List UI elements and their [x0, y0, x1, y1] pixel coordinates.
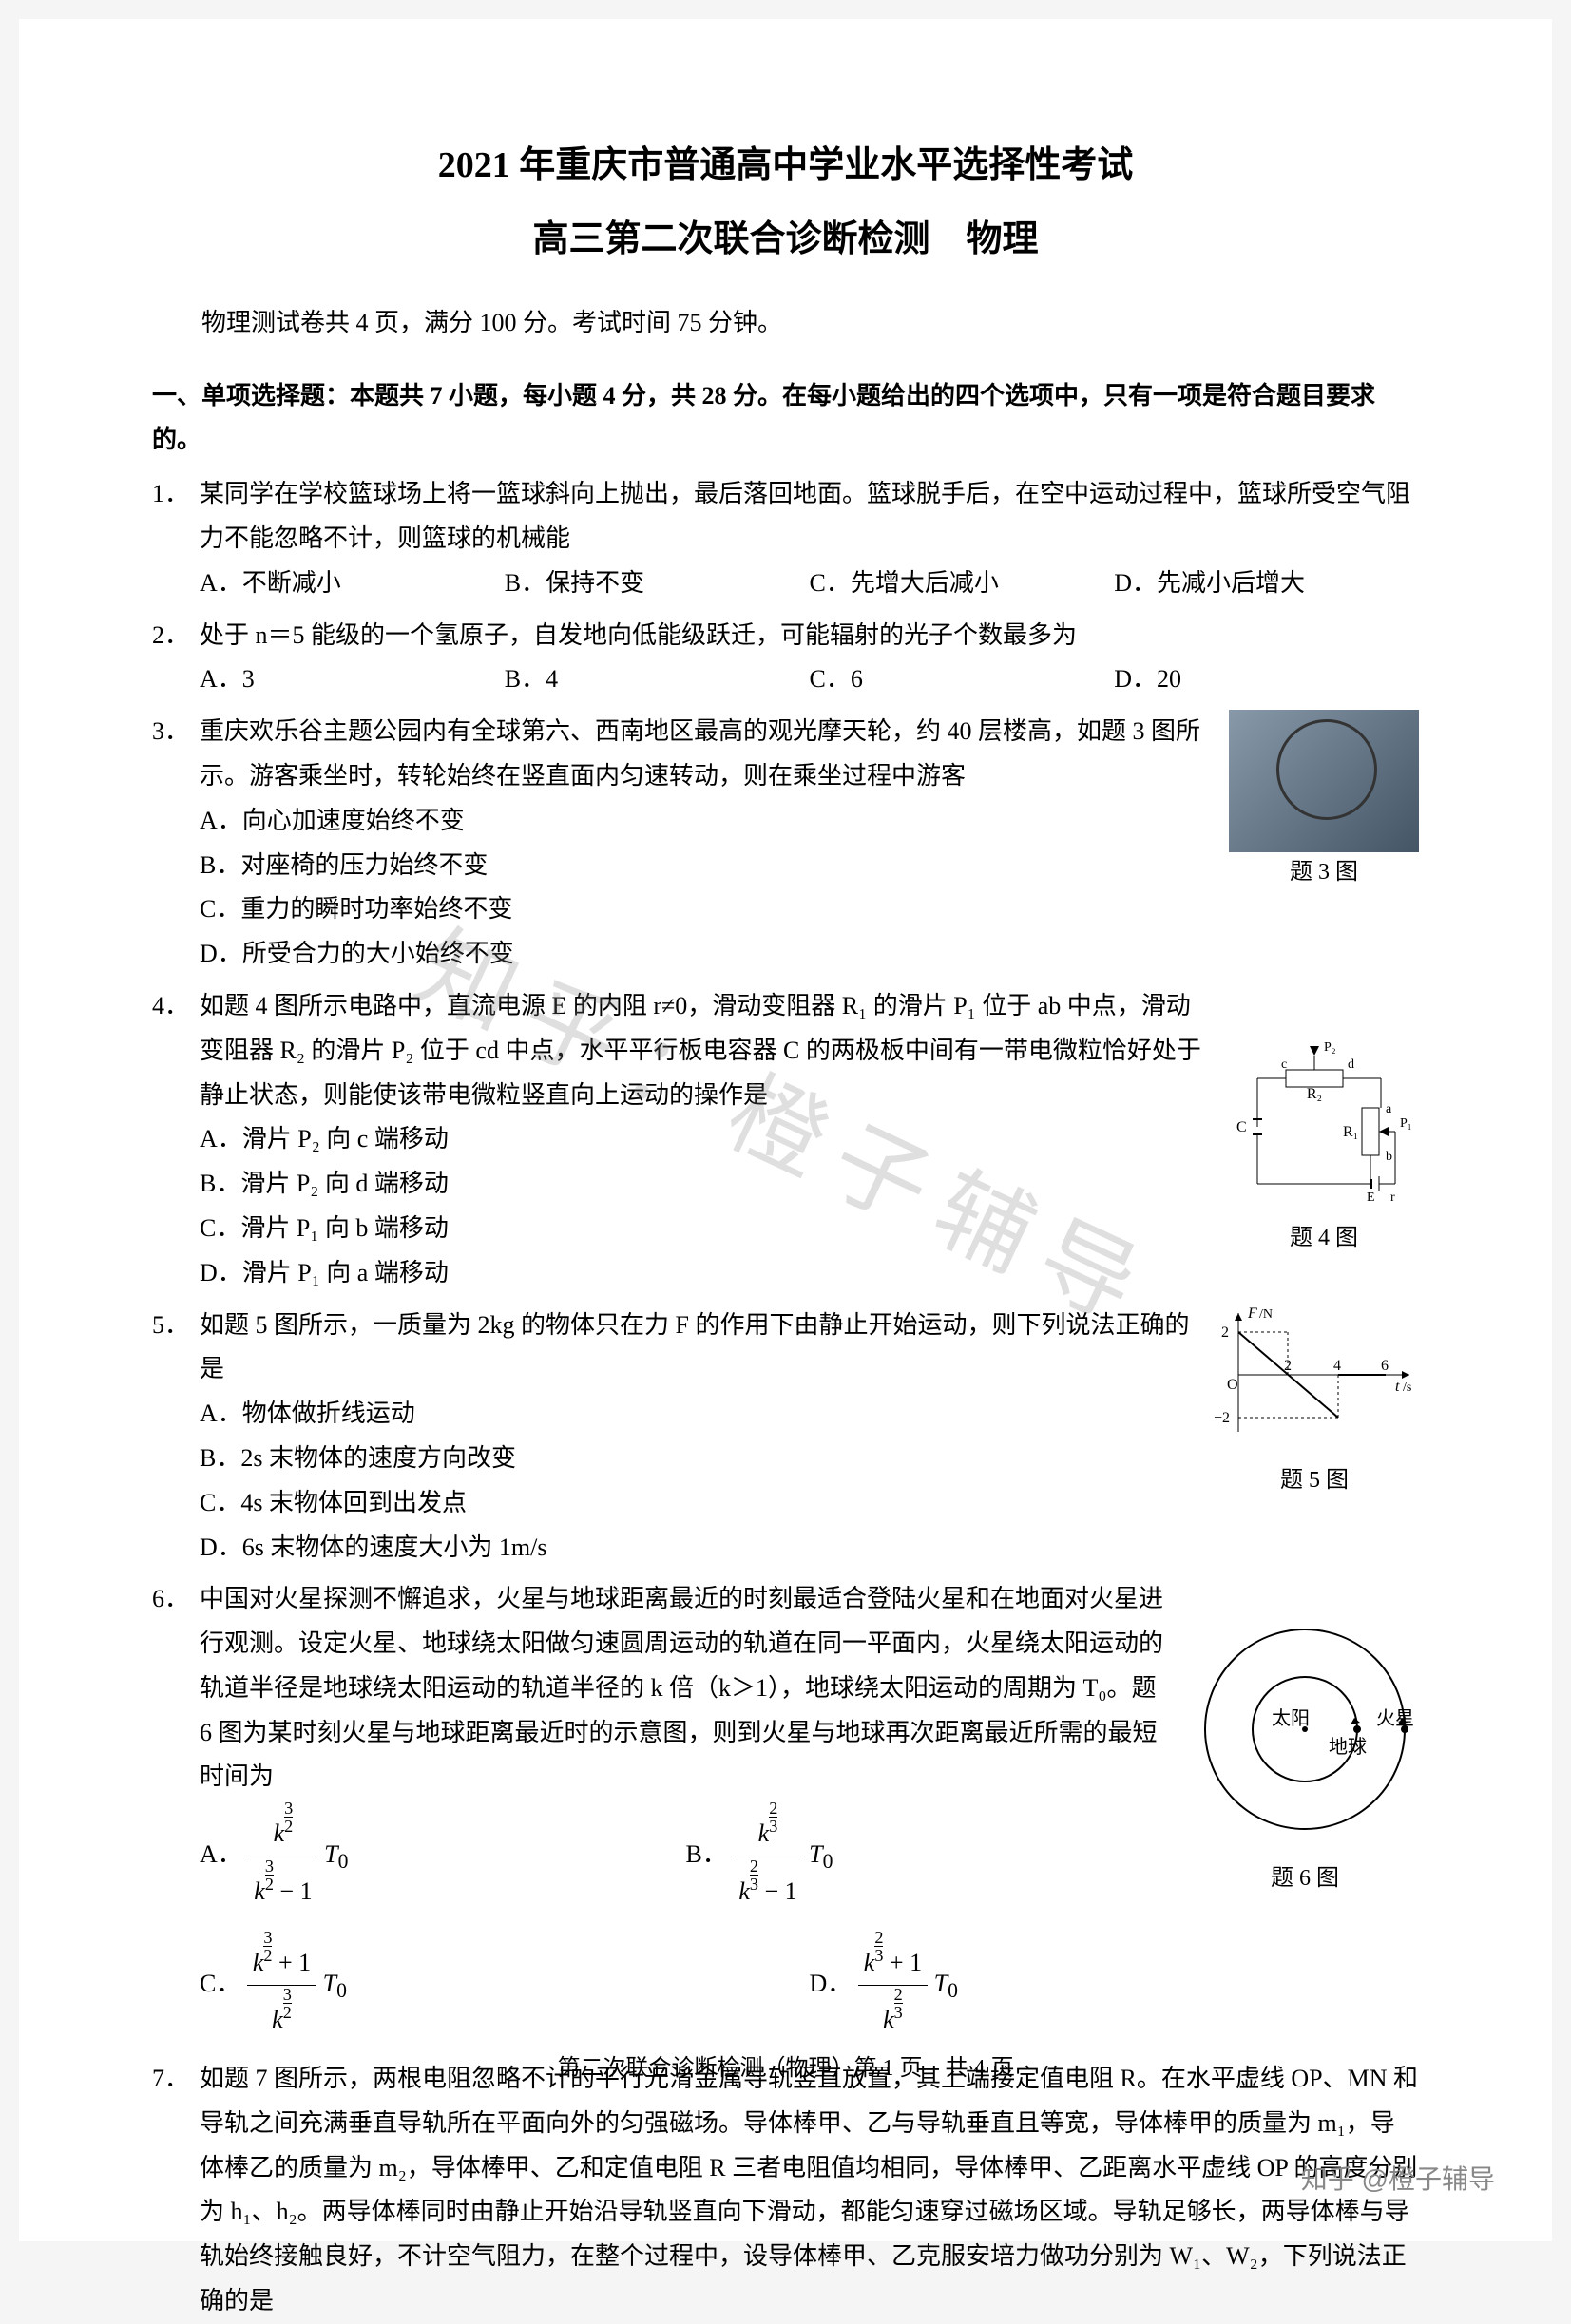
title-line2: 高三第二次联合诊断检测 物理 — [152, 207, 1419, 272]
q1-optC: C．先增大后减小 — [810, 562, 1115, 606]
fig5-label: 题 5 图 — [1210, 1460, 1419, 1501]
q5-num: 5． — [152, 1304, 200, 1348]
orbit-diagram: 太阳 地球 火星 — [1191, 1615, 1419, 1843]
q6-optB: B． k23k23 − 1 T0 — [686, 1800, 1173, 1914]
svg-text:R₁: R₁ — [1343, 1124, 1358, 1140]
sun-label: 太阳 — [1272, 1707, 1310, 1729]
q7-text: 如题 7 图所示，两根电阻忽略不计的平行光滑金属导轨竖直放置，其上端接定值电阻 … — [200, 2057, 1419, 2324]
figure-6: 太阳 地球 火星 题 6 图 — [1191, 1615, 1419, 1899]
svg-text:a: a — [1386, 1102, 1392, 1116]
q2-optA: A．3 — [200, 657, 505, 702]
q2-optC: C．6 — [810, 657, 1115, 702]
q1-optA: A．不断减小 — [200, 562, 505, 606]
exam-page: 知乎：橙子辅导 2021 年重庆市普通高中学业水平选择性考试 高三第二次联合诊断… — [19, 19, 1552, 2241]
q1-num: 1． — [152, 472, 200, 517]
svg-text:P₂: P₂ — [1324, 1041, 1336, 1055]
q6-num: 6． — [152, 1577, 200, 1622]
q3-optD: D．所受合力的大小始终不变 — [200, 932, 1419, 977]
q4-text: 如题 4 图所示电路中，直流电源 E 的内阻 r≠0，滑动变阻器 R₁ 的滑片 … — [200, 984, 1210, 1117]
svg-text:/s: /s — [1403, 1381, 1411, 1395]
svg-text:E: E — [1367, 1191, 1375, 1203]
q6-options-row2: C． k32 + 1k32 T0 D． k23 + 1k23 T0 — [200, 1929, 1419, 2043]
figure-4: R₂ P₂ c d C R₁ a b — [1229, 1041, 1419, 1259]
svg-text:C: C — [1236, 1119, 1247, 1135]
q2-optD: D．20 — [1114, 657, 1419, 702]
q3-optC: C．重力的瞬时功率始终不变 — [200, 887, 1419, 932]
question-2: 2． 处于 n＝5 能级的一个氢原子，自发地向低能级跃迁，可能辐射的光子个数最多… — [152, 614, 1419, 703]
q6-optA: A． k32k32 − 1 T0 — [200, 1800, 686, 1914]
q3-num: 3． — [152, 710, 200, 754]
circuit-diagram: R₂ P₂ c d C R₁ a b — [1229, 1041, 1419, 1203]
q2-optB: B．4 — [505, 657, 810, 702]
svg-text:6: 6 — [1381, 1358, 1389, 1374]
question-5: F/N t/s 2 O −2 2 4 6 题 5 图 5． 如题 5 图所示，一… — [152, 1304, 1419, 1571]
earth-label: 地球 — [1329, 1736, 1367, 1758]
mars-label: 火星 — [1376, 1708, 1414, 1729]
exam-intro: 物理测试卷共 4 页，满分 100 分。考试时间 75 分钟。 — [152, 301, 1419, 346]
fig4-label: 题 4 图 — [1229, 1218, 1419, 1259]
svg-text:4: 4 — [1333, 1358, 1341, 1374]
q2-text: 处于 n＝5 能级的一个氢原子，自发地向低能级跃迁，可能辐射的光子个数最多为 — [200, 614, 1419, 658]
svg-text:P₁: P₁ — [1400, 1116, 1412, 1131]
svg-text:2: 2 — [1221, 1324, 1229, 1341]
q4-num: 4． — [152, 984, 200, 1029]
zhihu-watermark: 知乎 @橙子辅导 — [1301, 2156, 1495, 2203]
question-1: 1． 某同学在学校篮球场上将一篮球斜向上抛出，最后落回地面。篮球脱手后，在空中运… — [152, 472, 1419, 605]
question-3: 题 3 图 3． 重庆欢乐谷主题公园内有全球第六、西南地区最高的观光摩天轮，约 … — [152, 710, 1419, 977]
q5-text: 如题 5 图所示，一质量为 2kg 的物体只在力 F 的作用下由静止开始运动，则… — [200, 1304, 1191, 1393]
question-4: R₂ P₂ c d C R₁ a b — [152, 984, 1419, 1296]
q3-text: 重庆欢乐谷主题公园内有全球第六、西南地区最高的观光摩天轮，约 40 层楼高，如题… — [200, 710, 1210, 799]
section1-heading: 一、单项选择题：本题共 7 小题，每小题 4 分，共 28 分。在每小题给出的四… — [152, 374, 1419, 464]
svg-text:R₂: R₂ — [1307, 1086, 1322, 1102]
svg-text:O: O — [1227, 1377, 1238, 1393]
q6-text: 中国对火星探测不懈追求，火星与地球距离最近的时刻最适合登陆火星和在地面对火星进行… — [200, 1577, 1172, 1800]
question-7: 7． 如题 7 图所示，两根电阻忽略不计的平行光滑金属导轨竖直放置，其上端接定值… — [152, 2057, 1419, 2324]
fig6-label: 题 6 图 — [1191, 1858, 1419, 1899]
question-6: 太阳 地球 火星 题 6 图 6． 中国对火星探测不懈追求，火星与地球距离最近的… — [152, 1577, 1419, 2043]
svg-text:b: b — [1386, 1150, 1392, 1164]
figure-5: F/N t/s 2 O −2 2 4 6 题 5 图 — [1210, 1304, 1419, 1502]
svg-text:r: r — [1390, 1191, 1395, 1203]
svg-text:F: F — [1247, 1305, 1257, 1322]
q2-num: 2． — [152, 614, 200, 658]
q1-optB: B．保持不变 — [505, 562, 810, 606]
page-footer: 第二次联合诊断检测（物理）第 1 页 共 4 页 — [19, 2048, 1552, 2089]
svg-text:d: d — [1348, 1057, 1354, 1072]
title-line1: 2021 年重庆市普通高中学业水平选择性考试 — [152, 133, 1419, 198]
svg-text:−2: −2 — [1214, 1410, 1230, 1426]
svg-text:/N: /N — [1259, 1307, 1273, 1322]
fig3-label: 题 3 图 — [1229, 852, 1419, 893]
ferris-wheel-image — [1229, 710, 1419, 852]
svg-text:c: c — [1281, 1057, 1287, 1072]
q6-optC: C． k32 + 1k32 T0 — [200, 1929, 810, 2043]
q5-optD: D．6s 末物体的速度大小为 1m/s — [200, 1526, 1419, 1571]
svg-text:t: t — [1395, 1379, 1400, 1395]
force-time-chart: F/N t/s 2 O −2 2 4 6 — [1210, 1304, 1419, 1446]
q1-text: 某同学在学校篮球场上将一篮球斜向上抛出，最后落回地面。篮球脱手后，在空中运动过程… — [200, 472, 1419, 562]
q1-optD: D．先减小后增大 — [1114, 562, 1419, 606]
q6-optD: D． k23 + 1k23 T0 — [810, 1929, 1420, 2043]
figure-3: 题 3 图 — [1229, 710, 1419, 893]
q6-options-row1: A． k32k32 − 1 T0 B． k23k23 − 1 T0 — [200, 1800, 1172, 1914]
